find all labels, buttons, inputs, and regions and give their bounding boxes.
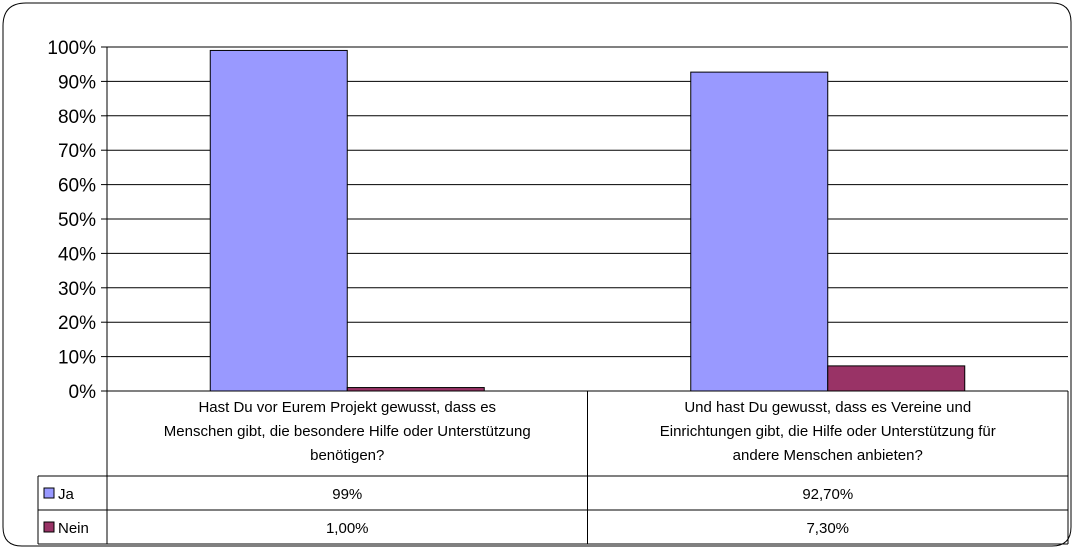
- table-value-ja: 92,70%: [802, 486, 853, 503]
- y-tick-label: 10%: [58, 348, 96, 369]
- y-tick-label: 40%: [58, 244, 96, 265]
- y-tick-label: 50%: [58, 210, 96, 231]
- bar-ja-1: [209, 49, 348, 392]
- y-tick-label: 90%: [58, 72, 96, 93]
- table-value-nein: 1,00%: [326, 520, 369, 537]
- legend-key-nein: [43, 521, 55, 533]
- data-table: Hast Du vor Eurem Projekt gewusst, dass …: [37, 390, 1069, 545]
- table-value-nein: 7,30%: [806, 520, 849, 537]
- category-label: andere Menschen anbieten?: [733, 447, 923, 464]
- bars: [209, 49, 966, 392]
- legend-label-nein: Nein: [58, 520, 89, 537]
- category-label: benötigen?: [310, 447, 384, 464]
- axes: [101, 46, 108, 392]
- category-label: Einrichtungen gibt, die Hilfe oder Unter…: [660, 423, 996, 440]
- y-tick-label: 60%: [58, 176, 96, 197]
- bar-nein-2: [827, 365, 966, 392]
- category-label: Hast Du vor Eurem Projekt gewusst, dass …: [198, 399, 496, 416]
- y-tick-label: 30%: [58, 279, 96, 300]
- y-tick-label: 20%: [58, 313, 96, 334]
- legend-key-ja: [43, 487, 55, 499]
- bar-nein-1: [346, 387, 485, 392]
- y-tick-label: 70%: [58, 141, 96, 162]
- category-label: Und hast Du gewusst, dass es Vereine und: [684, 399, 971, 416]
- table-value-ja: 99%: [332, 486, 362, 503]
- y-tick-label: 80%: [58, 107, 96, 128]
- category-label: Menschen gibt, die besondere Hilfe oder …: [164, 423, 531, 440]
- legend-label-ja: Ja: [58, 486, 75, 503]
- y-tick-label: 100%: [47, 38, 96, 59]
- bar-ja-2: [690, 71, 829, 392]
- y-axis-ticks: 0% 10% 20% 30% 40% 50% 60% 70% 80% 90% 100%: [47, 38, 96, 403]
- y-tick-label: 0%: [69, 382, 97, 403]
